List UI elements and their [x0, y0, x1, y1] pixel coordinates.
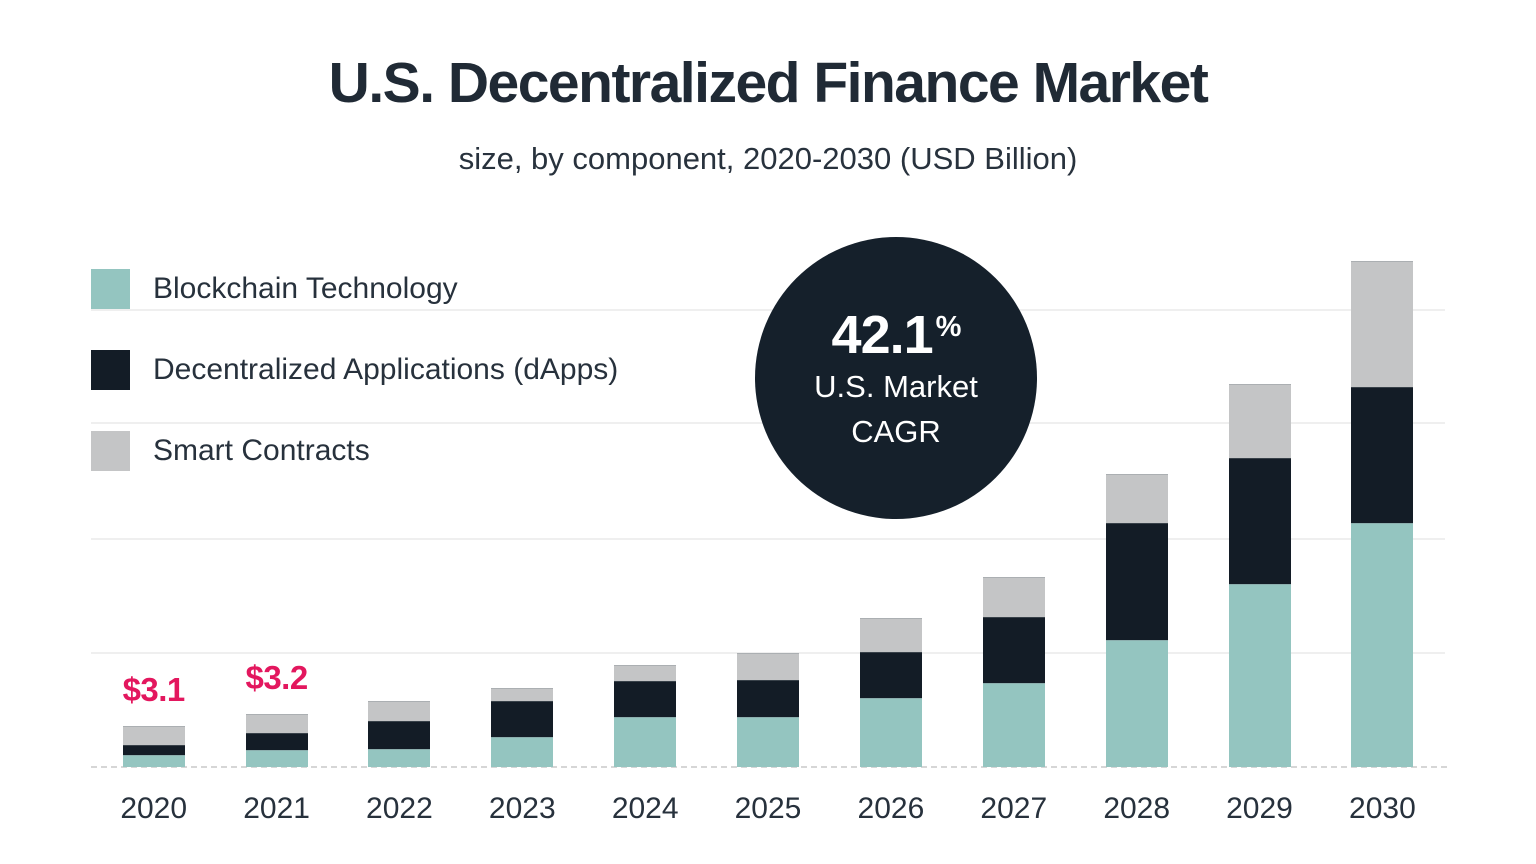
bar-segment-2025 [737, 653, 799, 680]
bar-segment-2026 [859, 652, 922, 699]
cagr-number: 42.1 [831, 305, 934, 365]
bar-segment-2027 [982, 616, 1045, 683]
bar-segment-2030 [1351, 261, 1414, 387]
x-axis-label-2023: 2023 [488, 792, 556, 825]
bar-segment-2028 [1105, 640, 1168, 767]
cagr-caption-line2: CAGR [851, 414, 941, 449]
legend-label: Smart Contracts [153, 434, 370, 467]
chart-subtitle: size, by component, 2020-2030 (USD Billi… [458, 141, 1078, 176]
legend-item-smart-contracts: Smart Contracts [91, 431, 618, 471]
gridline [91, 309, 1445, 311]
bar-segment-2025 [737, 679, 799, 717]
gridline [91, 652, 1445, 654]
bar-segment-2027 [982, 682, 1045, 767]
gridline [91, 538, 1445, 540]
bar-segment-2024 [614, 681, 677, 717]
x-axis-baseline [91, 766, 1447, 768]
bar-segment-2022 [368, 701, 431, 721]
bar-2022 [368, 701, 431, 767]
bar-segment-2026 [859, 617, 922, 653]
bar-segment-2021 [245, 732, 308, 750]
legend-swatch-gray [91, 431, 130, 471]
legend: Blockchain Technology Decentralized Appl… [91, 269, 618, 512]
bar-segment-2021 [245, 714, 308, 733]
bar-2029 [1228, 384, 1291, 767]
bar-2026 [859, 617, 922, 767]
bar-segment-2023 [491, 701, 554, 737]
bar-2023 [491, 687, 554, 767]
bar-segment-2021 [245, 749, 308, 767]
x-axis-label-2027: 2027 [980, 792, 1048, 825]
bar-segment-2026 [859, 698, 922, 767]
bar-segment-2028 [1105, 522, 1168, 641]
legend-label: Decentralized Applications (dApps) [153, 353, 619, 386]
bar-segment-2030 [1351, 522, 1414, 767]
bar-2028 [1105, 474, 1168, 767]
bar-segment-2023 [491, 736, 554, 767]
bar-segment-2027 [982, 576, 1045, 617]
x-axis-label-2021: 2021 [243, 792, 310, 825]
legend-label: Blockchain Technology [153, 272, 458, 305]
x-axis-label-2028: 2028 [1103, 792, 1171, 825]
bar-segment-2022 [368, 748, 431, 767]
bar-2020 [122, 726, 185, 767]
value-label-2020: $3.1 [122, 671, 186, 709]
percent-sign: % [935, 311, 962, 343]
x-axis-label-2020: 2020 [120, 792, 188, 825]
x-axis-label-2022: 2022 [366, 792, 433, 825]
bar-segment-2022 [368, 720, 431, 749]
bar-segment-2028 [1105, 474, 1168, 523]
bar-segment-2020 [122, 755, 185, 767]
bar-segment-2025 [737, 716, 799, 767]
legend-item-dapps: Decentralized Applications (dApps) [91, 350, 618, 390]
bar-segment-2029 [1228, 458, 1291, 584]
bar-segment-2029 [1228, 583, 1291, 767]
x-axis-label-2030: 2030 [1349, 792, 1416, 825]
bar-segment-2024 [614, 716, 677, 767]
chart-title: U.S. Decentralized Finance Market [328, 51, 1209, 115]
bar-segment-2020 [122, 744, 185, 756]
bar-2025 [737, 653, 799, 767]
bar-2021 [245, 714, 308, 767]
x-axis-label-2024: 2024 [611, 792, 679, 825]
legend-swatch-teal [91, 269, 130, 309]
bar-segment-2023 [491, 687, 554, 702]
bar-segment-2029 [1228, 384, 1291, 459]
cagr-value: 42.1% [755, 298, 1037, 364]
bar-segment-2020 [122, 726, 185, 745]
value-label-2021: $3.2 [245, 659, 308, 697]
x-axis-label-2026: 2026 [857, 792, 925, 825]
bar-segment-2030 [1351, 386, 1414, 523]
x-axis-label-2029: 2029 [1226, 792, 1293, 825]
bar-segment-2024 [614, 665, 677, 682]
cagr-badge: 42.1% U.S. Market CAGR [755, 237, 1037, 519]
x-axis-label-2025: 2025 [734, 792, 802, 825]
bar-2030 [1351, 261, 1414, 767]
legend-swatch-dark [91, 350, 130, 390]
bar-2024 [614, 665, 677, 767]
legend-item-blockchain-technology: Blockchain Technology [91, 269, 618, 309]
cagr-caption-line1: U.S. Market [814, 369, 978, 404]
bar-2027 [982, 576, 1045, 767]
